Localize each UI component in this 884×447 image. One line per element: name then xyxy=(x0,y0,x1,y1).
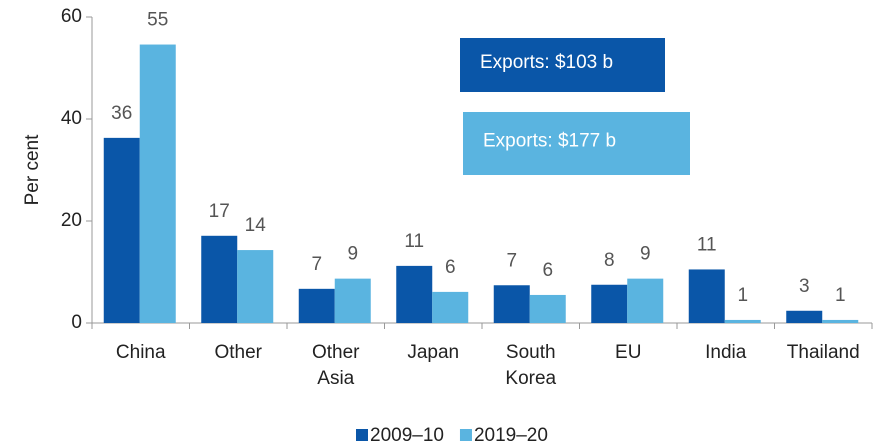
value-label: 17 xyxy=(209,201,230,222)
x-tick-label: Other xyxy=(214,342,262,363)
annotation-text: Exports: $177 b xyxy=(483,131,616,152)
value-label: 9 xyxy=(640,244,651,265)
bar xyxy=(688,269,725,323)
value-label: 3 xyxy=(799,276,810,297)
annotation-box xyxy=(460,38,665,92)
legend-swatch xyxy=(356,429,368,441)
value-label: 1 xyxy=(835,285,846,306)
bar xyxy=(139,44,176,323)
value-label: 7 xyxy=(506,250,517,271)
y-tick-label: 20 xyxy=(61,210,82,231)
y-axis-label: Per cent xyxy=(22,134,43,205)
value-label: 7 xyxy=(311,254,322,275)
bar xyxy=(432,291,469,323)
bar xyxy=(298,288,335,323)
value-label: 36 xyxy=(111,103,132,124)
x-tick-label: Other Asia xyxy=(312,342,360,389)
value-label: 1 xyxy=(737,285,748,306)
y-tick-label: 60 xyxy=(61,6,82,27)
bar xyxy=(724,319,761,323)
annotation-box xyxy=(463,112,690,175)
legend-label: 2009–10 xyxy=(370,425,444,446)
value-label: 6 xyxy=(542,260,553,281)
x-tick-label: Japan xyxy=(407,342,459,363)
y-tick-label: 0 xyxy=(71,312,82,333)
y-tick-label: 40 xyxy=(61,108,82,129)
x-tick-label: EU xyxy=(615,342,641,363)
x-tick-label: India xyxy=(705,342,747,363)
bar xyxy=(591,284,628,323)
value-label: 9 xyxy=(347,244,358,265)
bar xyxy=(201,235,238,323)
legend-swatch xyxy=(459,429,472,441)
value-label: 55 xyxy=(147,10,168,31)
bar xyxy=(237,250,274,323)
bar xyxy=(103,137,140,323)
value-label: 14 xyxy=(245,215,267,236)
bar xyxy=(786,310,823,323)
value-label: 6 xyxy=(445,257,456,278)
bar xyxy=(334,278,371,323)
bar xyxy=(627,278,664,323)
x-tick-label: Thailand xyxy=(787,342,860,363)
annotation-text: Exports: $103 b xyxy=(480,52,613,73)
value-label: 11 xyxy=(404,231,424,252)
x-tick-label: China xyxy=(116,342,166,363)
bar xyxy=(493,285,530,323)
bar xyxy=(396,265,433,323)
bar xyxy=(529,294,566,323)
value-label: 8 xyxy=(604,250,615,271)
bar xyxy=(822,319,859,323)
legend-label: 2019–20 xyxy=(474,425,548,446)
x-tick-label: South Korea xyxy=(505,342,556,389)
value-label: 11 xyxy=(697,234,717,255)
